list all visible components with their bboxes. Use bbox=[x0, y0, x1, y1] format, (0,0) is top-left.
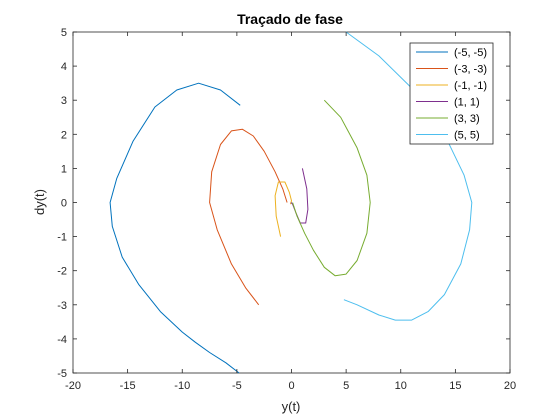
y-tick-label: -2 bbox=[57, 266, 67, 278]
x-tick-label: 0 bbox=[288, 380, 294, 392]
y-tick-label: -3 bbox=[57, 300, 67, 312]
legend-entry-6: (5, 5) bbox=[454, 130, 480, 142]
y-tick-label: -5 bbox=[57, 368, 67, 380]
y-tick-label: 3 bbox=[61, 95, 67, 107]
legend-entry-1: (-5, -5) bbox=[454, 47, 487, 59]
y-tick-label: 2 bbox=[61, 129, 67, 141]
x-axis-label: y(t) bbox=[282, 399, 301, 414]
y-tick-label: -4 bbox=[57, 334, 67, 346]
legend-entry-4: (1, 1) bbox=[454, 97, 480, 109]
series-line-1 bbox=[109, 82, 241, 374]
x-tick-label: 10 bbox=[395, 380, 407, 392]
series-line-3 bbox=[274, 181, 292, 237]
x-tick-label: 15 bbox=[449, 380, 461, 392]
x-tick-label: -10 bbox=[174, 380, 190, 392]
x-tick-label: -20 bbox=[65, 380, 81, 392]
x-tick-label: 20 bbox=[504, 380, 516, 392]
series-line-5 bbox=[292, 99, 371, 277]
legend-entry-5: (3, 3) bbox=[454, 113, 480, 125]
y-tick-label: 5 bbox=[61, 27, 67, 39]
legend: (-5, -5) (-3, -3) (-1, -1) (1, 1) (3, 3) (5, … bbox=[409, 42, 494, 145]
legend-entry-3: (-1, -1) bbox=[454, 80, 487, 92]
y-tick-label: 0 bbox=[61, 198, 67, 210]
series-line-2 bbox=[209, 128, 288, 306]
y-axis-label: dy(t) bbox=[32, 189, 47, 215]
x-tick-label: -5 bbox=[232, 380, 242, 392]
x-tick-label: -15 bbox=[120, 380, 136, 392]
chart-title: Traçado de fase bbox=[237, 11, 343, 27]
x-tick-label: 5 bbox=[343, 380, 349, 392]
legend-box bbox=[409, 42, 494, 145]
y-tick-label: 4 bbox=[61, 61, 67, 73]
y-tick-label: 1 bbox=[61, 163, 67, 175]
legend-entry-2: (-3, -3) bbox=[454, 64, 487, 76]
y-tick-label: -1 bbox=[57, 232, 67, 244]
